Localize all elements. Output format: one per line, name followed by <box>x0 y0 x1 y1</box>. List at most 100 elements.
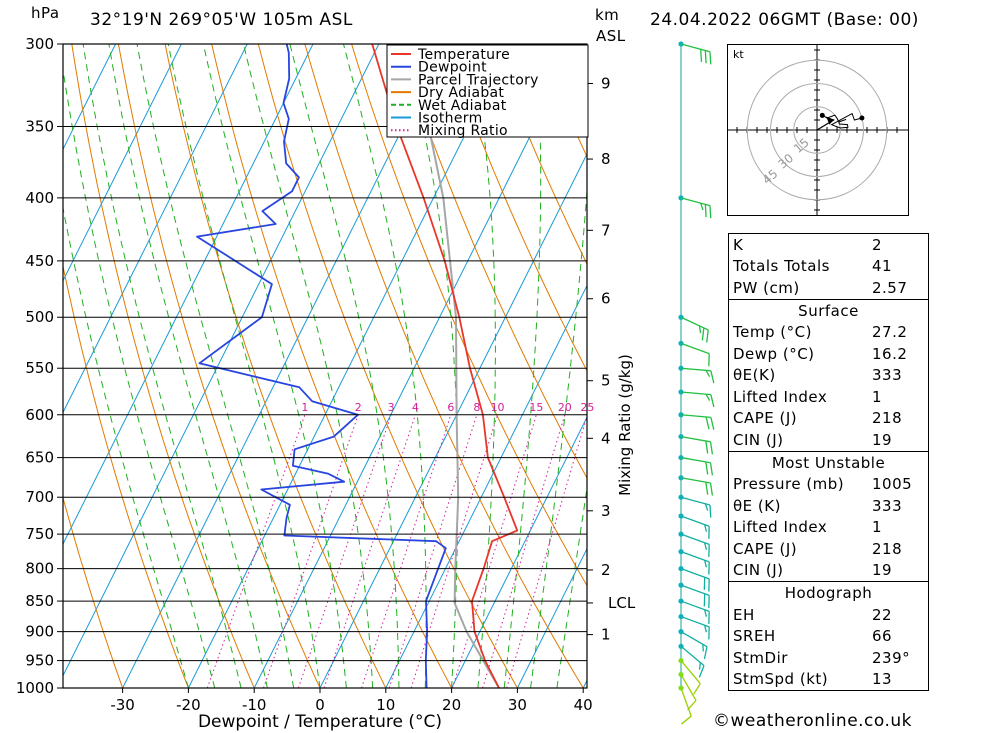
index-label: CAPE (J) <box>733 539 798 558</box>
mixing-ratio-line <box>323 414 416 688</box>
wind-barb-staff <box>680 645 705 667</box>
isotherm-line <box>253 44 577 688</box>
height-tick-label: 1 <box>601 626 611 644</box>
dry-adiabat-line <box>117 44 321 688</box>
index-label: Dewp (°C) <box>733 344 815 363</box>
index-value: 218 <box>872 539 903 558</box>
wind-barb <box>678 195 712 219</box>
index-value: 1005 <box>872 475 913 494</box>
pressure-tick-label: 1000 <box>16 679 54 697</box>
mixing-ratio-label: 2 <box>355 401 362 414</box>
isotherm-line <box>63 44 182 282</box>
pressure-tick-label: 600 <box>25 406 54 424</box>
index-value: 218 <box>872 409 903 428</box>
wind-barb-staff <box>680 316 709 331</box>
mixing-ratio-label: 6 <box>447 401 454 414</box>
wet-adiabat-line <box>167 44 321 688</box>
pressure-tick-label: 850 <box>25 592 54 610</box>
isotherm-line <box>122 44 446 688</box>
pressure-tick-label: 450 <box>25 252 54 270</box>
wind-barb-staff <box>680 342 710 355</box>
wind-barb <box>678 494 712 518</box>
wind-barb-staff <box>680 197 711 207</box>
mixing-ratio-label: 1 <box>301 401 308 414</box>
legend-label: Wet Adiabat <box>418 98 507 114</box>
wet-adiabat-line <box>108 44 268 688</box>
index-label: θE (K) <box>733 496 781 515</box>
pressure-tick-label: 550 <box>25 359 54 377</box>
wind-barb-feather <box>704 609 708 617</box>
index-value: 333 <box>872 366 903 385</box>
index-label: StmDir <box>733 648 788 667</box>
wet-adiabat-line <box>63 66 216 688</box>
wind-barb-feather <box>704 204 707 218</box>
wind-barb-feather <box>710 394 715 408</box>
mixing-ratio-axis-label: Mixing Ratio (g/kg) <box>616 354 634 496</box>
index-label: θE(K) <box>733 366 776 385</box>
pressure-tick-label: 650 <box>25 449 54 467</box>
wind-barb <box>678 613 710 640</box>
wind-barb <box>678 566 710 592</box>
index-value: 66 <box>872 627 893 646</box>
surface-row: θE(K) 333 <box>729 365 928 387</box>
km-label: km <box>595 6 620 24</box>
wind-barb <box>678 389 715 408</box>
wind-barb-feather <box>698 325 702 334</box>
wind-barb-feather <box>704 524 708 532</box>
mixing-ratio-label: 20 <box>558 401 572 414</box>
asl-label: ASL <box>596 27 626 45</box>
wind-barb-staff <box>680 568 710 580</box>
index-value: 19 <box>872 430 893 449</box>
legend-box <box>386 44 589 138</box>
index-label: Temp (°C) <box>733 323 812 342</box>
pressure-unit-label: hPa <box>31 4 60 22</box>
mu-row: CIN (J) 19 <box>729 560 928 582</box>
wind-barb-feather <box>704 503 709 511</box>
hodograph-ring <box>746 59 888 201</box>
pressure-tick-label: 900 <box>25 623 54 641</box>
dry-adiabat-line <box>304 44 584 688</box>
index-label: CIN (J) <box>733 430 784 449</box>
index-label: CIN (J) <box>733 561 784 580</box>
height-tick-label: 5 <box>601 372 611 390</box>
wind-barb-staff <box>680 477 711 484</box>
surface-row: CIN (J) 19 <box>729 429 928 451</box>
mixing-ratio-label: 3 <box>388 401 395 414</box>
wind-barb-feather <box>700 202 704 211</box>
index-label: PW (cm) <box>733 278 800 297</box>
index-label: StmSpd (kt) <box>733 670 829 689</box>
wind-barb-feather <box>680 715 692 725</box>
mixing-ratio-line <box>482 414 566 688</box>
wind-barb-staff <box>680 456 711 464</box>
wind-barb-feather <box>709 482 714 496</box>
wind-barb-feather <box>703 646 708 660</box>
height-tick-label: LCL <box>608 594 636 612</box>
wind-barb <box>678 531 710 558</box>
wind-barb-feather <box>710 370 715 384</box>
surface-block: Surface Temp (°C) 27.2 Dewp (°C) 16.2 θE(K… <box>729 300 928 452</box>
wet-adiabat-line <box>530 185 587 688</box>
index-label: CAPE (J) <box>733 409 798 428</box>
legend-label: Dry Adiabat <box>418 85 504 101</box>
temperature-tick-label: 0 <box>315 696 325 714</box>
temperature-tick-label: -20 <box>176 696 201 714</box>
index-label: K <box>733 235 744 254</box>
temperature-tick-label: -30 <box>110 696 135 714</box>
index-value: 2 <box>872 235 883 254</box>
wind-barb-feather <box>709 462 714 476</box>
wind-barb <box>678 549 710 575</box>
wind-barb-feather <box>700 49 703 62</box>
isotherm-line <box>516 547 587 688</box>
wind-barb-dot <box>678 195 684 201</box>
height-tick-label: 2 <box>601 561 611 579</box>
most-unstable-title: Most Unstable <box>771 453 886 472</box>
index-row-k: K 2 <box>729 234 928 256</box>
wind-barb <box>678 671 697 711</box>
hodograph-trace <box>822 112 863 129</box>
copyright-link[interactable]: ©weatheronline.co.uk <box>713 711 913 731</box>
surface-row: Dewp (°C) 16.2 <box>729 343 928 365</box>
temperature-tick-label: 10 <box>376 696 395 714</box>
index-label: Totals Totals <box>733 257 830 276</box>
wind-barb-feather <box>709 441 714 455</box>
